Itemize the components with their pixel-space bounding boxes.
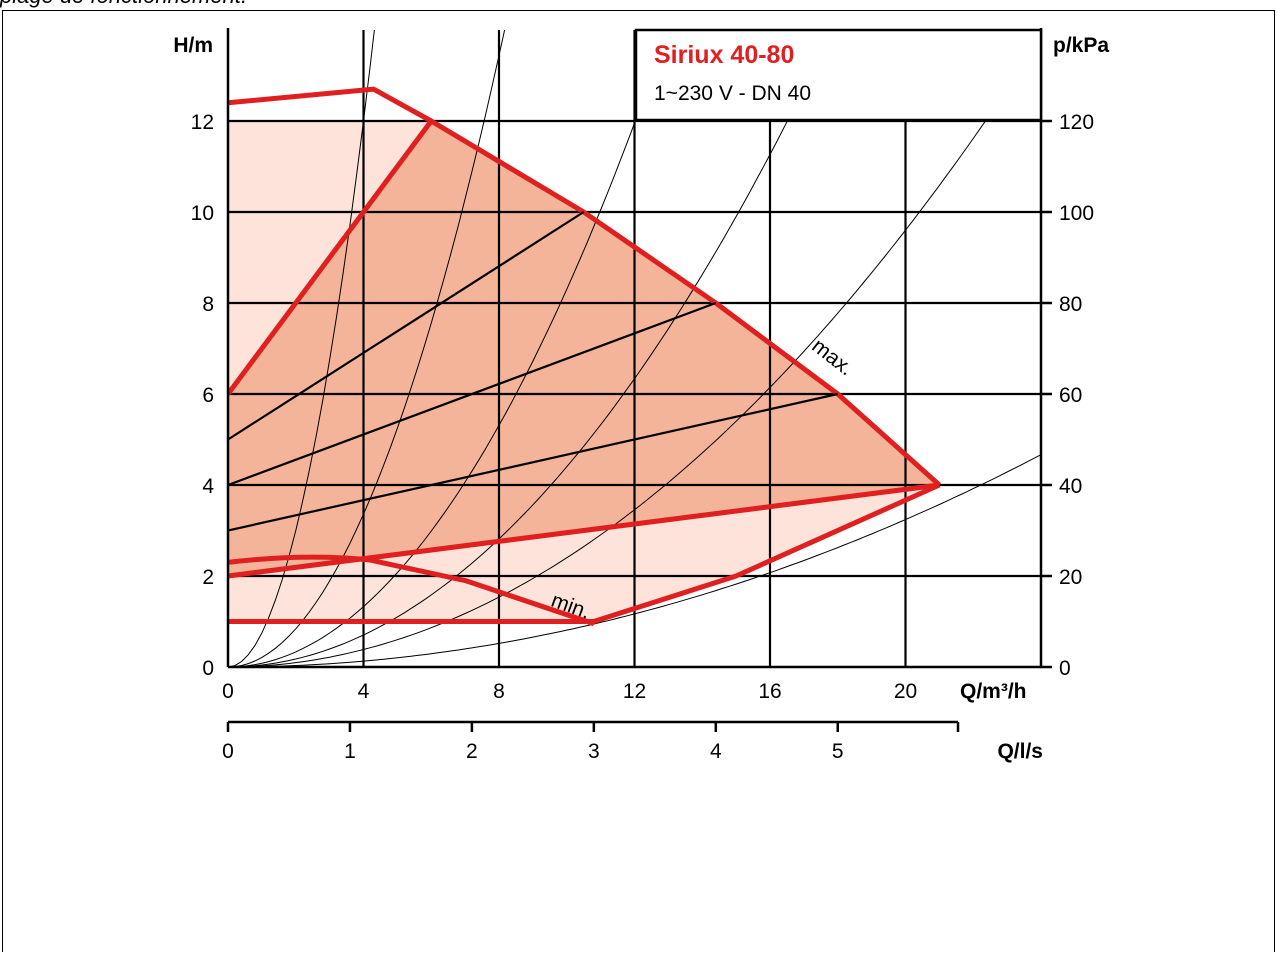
proportional-pressure-curve	[228, 482, 940, 579]
grid-lines	[228, 30, 1041, 667]
lower-limit-curve	[228, 482, 941, 624]
x-tick-label: 16	[758, 680, 781, 703]
legend-box: Siriux 40-80 1~230 V - DN 40	[634, 28, 1043, 122]
x2-axis-label: Q/l/s	[997, 740, 1043, 763]
constant-pressure-curve	[228, 392, 838, 532]
y2-tick-label: 20	[1059, 566, 1082, 589]
y2-tick-label: 80	[1059, 293, 1082, 316]
y2-tick-label: 0	[1059, 657, 1071, 680]
constant-pressure-curve	[228, 301, 717, 487]
y-tick-label: 0	[202, 657, 214, 680]
figure-frame	[2, 10, 1275, 952]
x-tick-label: 0	[222, 680, 234, 703]
y-tick-label: 8	[202, 293, 214, 316]
x-tick-label: 20	[894, 680, 917, 703]
system-curve	[228, 37, 1041, 668]
proportional-pressure-curve	[228, 119, 434, 396]
chart-title: Siriux 40-80	[654, 41, 794, 69]
x-tick-label: 8	[493, 680, 505, 703]
x2-tick-label: 1	[344, 740, 356, 763]
system-curve	[228, 30, 375, 668]
y-axis-label: H/m	[173, 34, 213, 57]
x-axis-label: Q/m³/h	[960, 680, 1027, 703]
system-curve	[228, 454, 1041, 668]
x-tick-label: 4	[358, 680, 370, 703]
y2-axis-label: p/kPa	[1053, 34, 1109, 57]
y2-tick-label: 60	[1059, 384, 1082, 407]
y2-tick-label: 40	[1059, 475, 1082, 498]
system-curves	[228, 30, 1041, 668]
x2-tick-label: 5	[832, 740, 844, 763]
y-tick-label: 4	[202, 475, 214, 498]
constant-pressure-curve	[228, 211, 585, 441]
curve-annotation-max: max.	[808, 334, 858, 380]
legend-box-frame	[634, 28, 1043, 122]
y2-tick-label: 100	[1059, 202, 1094, 225]
y-tick-label: 10	[191, 202, 214, 225]
x-tick-label: 12	[623, 680, 646, 703]
performance-curves	[228, 86, 942, 627]
x2-tick-label: 3	[588, 740, 600, 763]
y-tick-label: 6	[202, 384, 214, 407]
chart-subtitle: 1~230 V - DN 40	[654, 82, 811, 105]
system-curve	[228, 30, 833, 668]
y-tick-label: 2	[202, 566, 214, 589]
system-curve	[228, 30, 506, 668]
page-caption: plage de fonctionnement.	[0, 0, 247, 9]
system-curve	[228, 30, 669, 668]
x2-tick-label: 0	[222, 740, 234, 763]
y2-tick-label: 120	[1059, 111, 1094, 134]
x2-tick-label: 2	[466, 740, 478, 763]
operating-zones	[228, 121, 940, 622]
x2-tick-label: 4	[710, 740, 722, 763]
y-tick-label: 12	[191, 111, 214, 134]
zone-dark	[228, 121, 940, 576]
